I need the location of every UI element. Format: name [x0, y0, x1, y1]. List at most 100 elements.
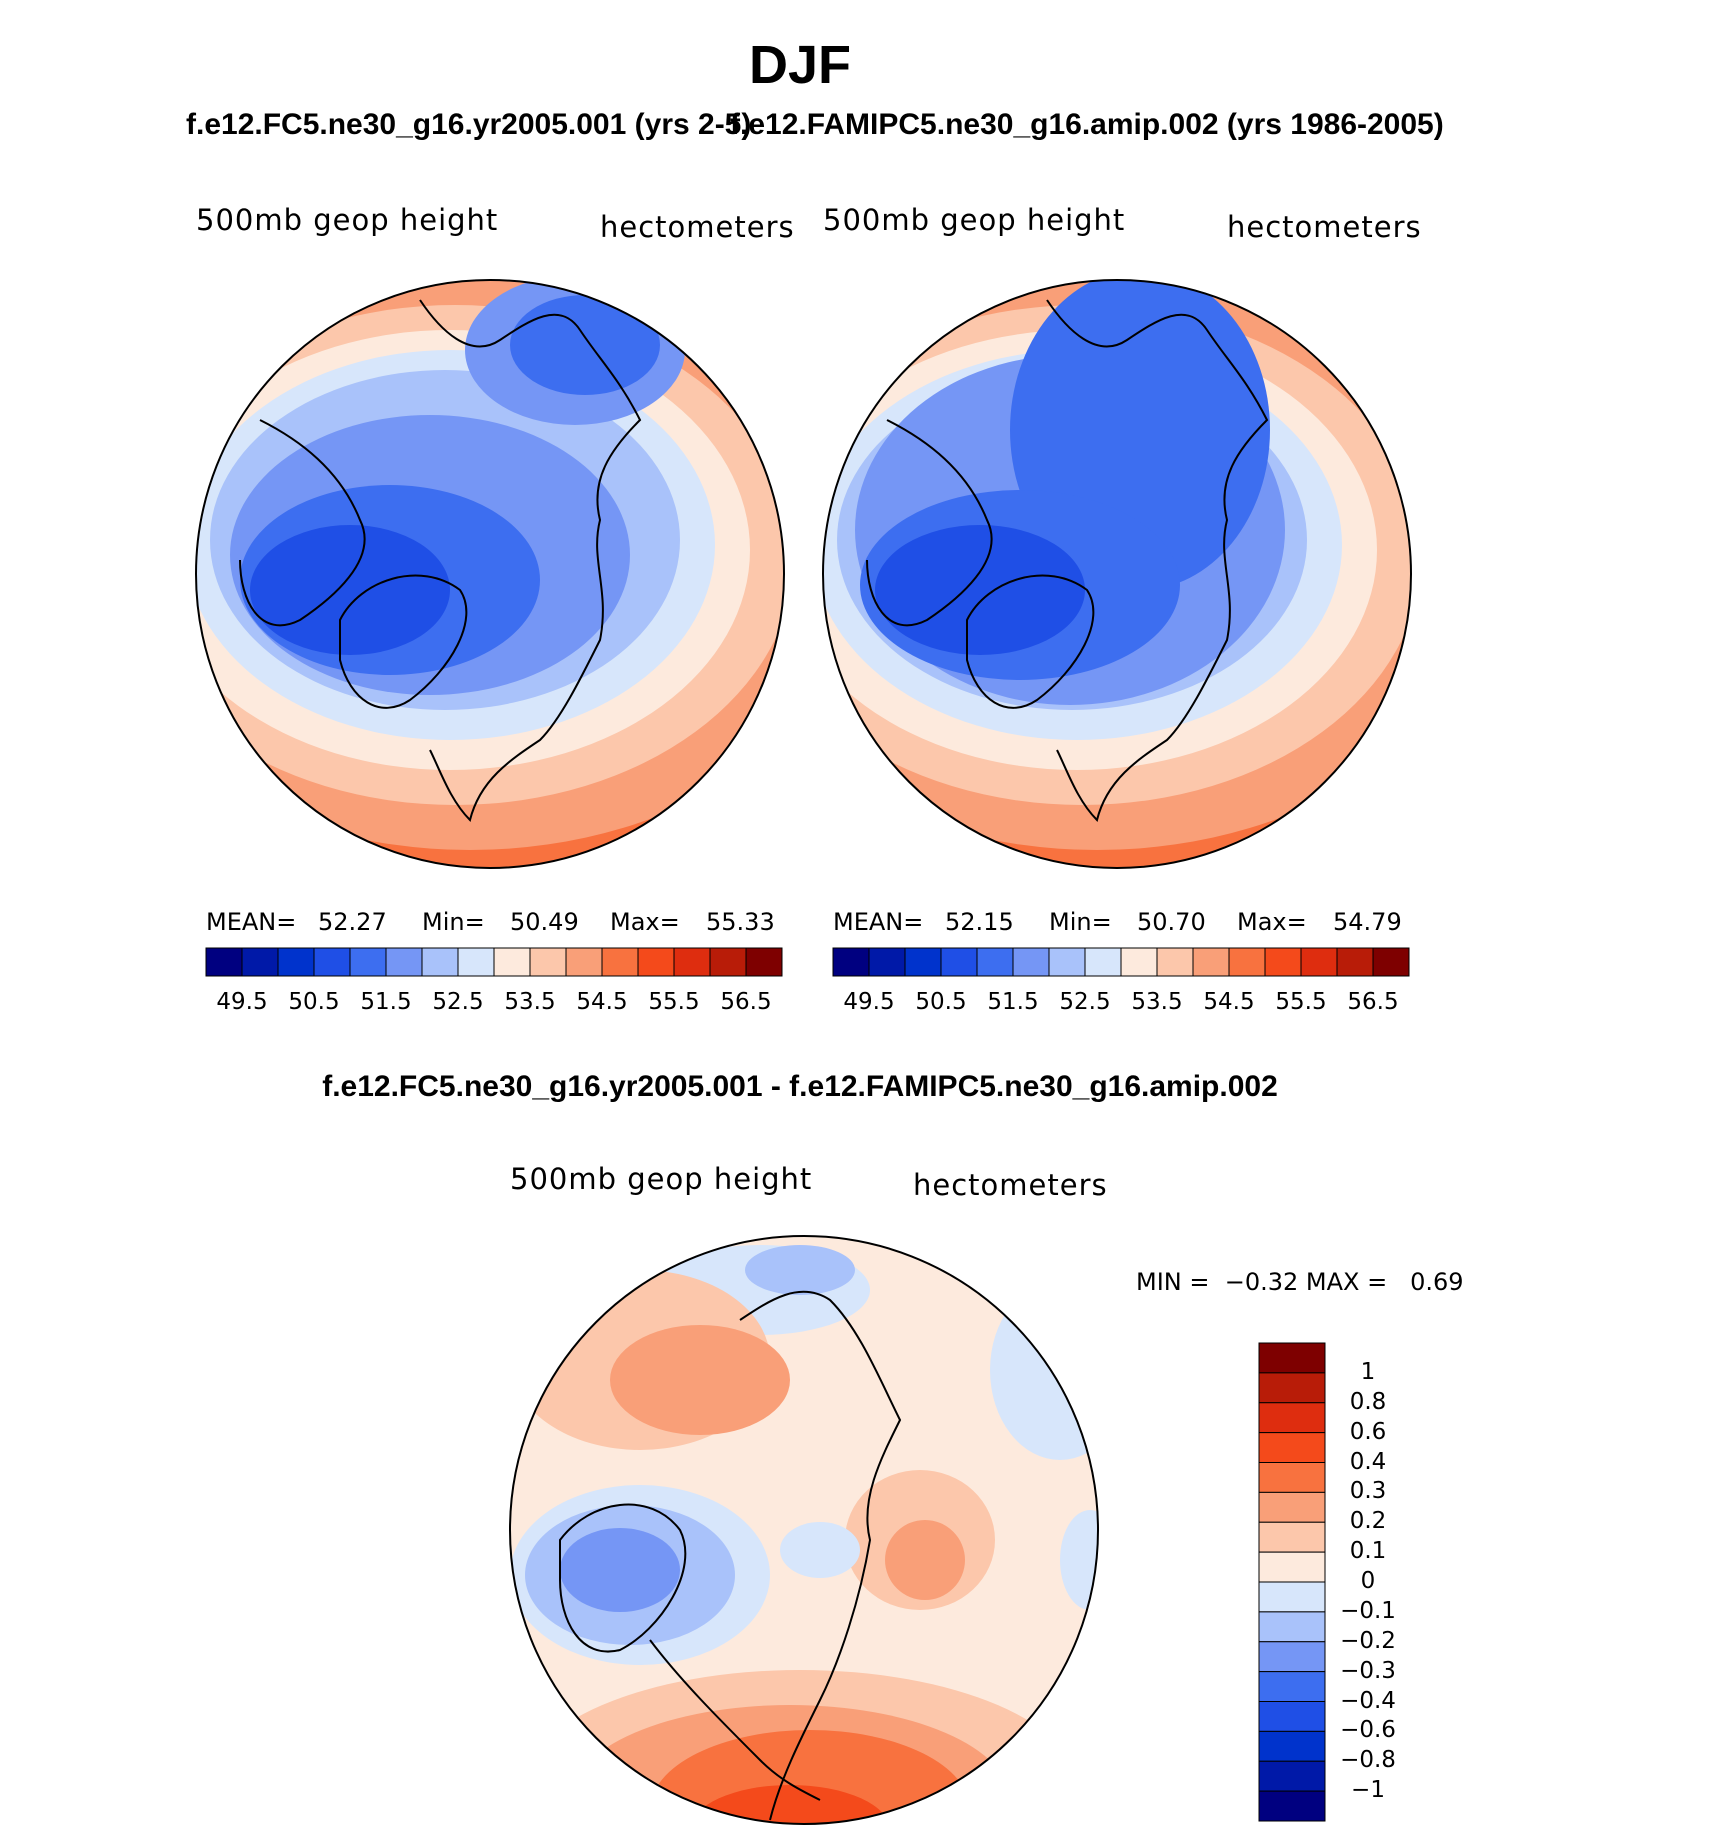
panel2-colorbar-swatch [832, 947, 870, 977]
panel2-colorbar-tick-label: 55.5 [1275, 989, 1327, 1015]
panel1-colorbar-tick-label: 50.5 [288, 989, 340, 1015]
panel3-colorbar-swatch [1258, 1462, 1326, 1493]
panel3-field [510, 1236, 1098, 1824]
panel3-colorbar-swatch [1258, 1790, 1326, 1822]
panel1-variable-label: 500mb geop height [196, 203, 499, 237]
panel3-colorbar-swatch [1258, 1551, 1326, 1583]
panel2-colorbar-tick-label: 52.5 [1059, 989, 1111, 1015]
panel1-colorbar-tick-label: 51.5 [360, 989, 412, 1015]
panel3-colorbar-tick-label: 0.6 [1349, 1418, 1387, 1445]
panel2-colorbar-swatch [976, 947, 1014, 977]
panel3-colorbar-tick-label: 1 [1360, 1358, 1376, 1385]
panel2-colorbar-swatch [1264, 947, 1302, 977]
panel2-colorbar-swatch [1120, 947, 1158, 977]
panel2-colorbar-swatch [1192, 947, 1230, 977]
panel1-colorbar-tick-label: 54.5 [576, 989, 628, 1015]
panel2-max-value: 54.79 [1333, 908, 1402, 936]
panel2-min-label: Min= [1049, 908, 1112, 936]
panel3-colorbar-tick-label: 0.1 [1349, 1538, 1387, 1565]
panel1-field [196, 280, 784, 868]
panel1-colorbar-swatch [493, 947, 531, 977]
panel2-colorbar-tick-label: 50.5 [915, 989, 967, 1015]
panel3-colorbar-tick-label: 0 [1360, 1568, 1376, 1594]
panel1-colorbar-swatch [529, 947, 567, 977]
panel3-colorbar-tick-label: 0.2 [1349, 1508, 1387, 1535]
panel3-colorbar-swatch [1258, 1402, 1326, 1434]
panel2-colorbar [832, 947, 1410, 977]
panel1-colorbar-swatch [601, 947, 639, 977]
panel1-mean-value: 52.27 [318, 908, 387, 936]
panel3-colorbar-tick-label: −0.4 [1340, 1687, 1396, 1714]
panel3-colorbar-tick-label: −1 [1351, 1777, 1385, 1804]
panel1-colorbar-swatch [313, 947, 351, 977]
panel3-colorbar-tick-label: −0.8 [1340, 1747, 1396, 1774]
panel2-colorbar-tick-label: 51.5 [987, 989, 1039, 1015]
panel1-colorbar-swatch [277, 947, 315, 977]
panel3-colorbar-swatch [1258, 1701, 1326, 1732]
panel1-colorbar-swatch [709, 947, 747, 977]
coastlines [239, 299, 1269, 1821]
panel1-colorbar-swatch [205, 947, 243, 977]
panel3-colorbar-tick-label: 0.3 [1349, 1478, 1387, 1505]
panel1-colorbar-swatch [457, 947, 495, 977]
panel3-units-label: hectometers [913, 1168, 1108, 1202]
panel3-colorbar-tick-label: −0.6 [1340, 1717, 1396, 1744]
panel2-max-label: Max= [1237, 908, 1307, 936]
panel1-mean-label: MEAN= [206, 908, 297, 936]
panel1-colorbar [205, 947, 783, 977]
panel2-min-value: 50.70 [1137, 908, 1206, 936]
panel2-colorbar-tick-label: 49.5 [843, 989, 895, 1015]
panel1-colorbar-swatch [745, 947, 783, 977]
panel2-colorbar-swatch [1012, 947, 1050, 977]
panel1-colorbar-swatch [421, 947, 459, 977]
panel3-colorbar-swatch [1258, 1671, 1326, 1703]
panel2-variable-label: 500mb geop height [823, 203, 1126, 237]
panel1-colorbar-tick-label: 56.5 [720, 989, 772, 1015]
panel2-field [823, 280, 1411, 868]
panel2-colorbar-swatch [1048, 947, 1086, 977]
panel2-units-label: hectometers [1227, 210, 1422, 244]
panel2-mean-label: MEAN= [833, 908, 924, 936]
panel2-colorbar-swatch [940, 947, 978, 977]
panel1-colorbar-swatch [241, 947, 279, 977]
panel3-colorbar [1258, 1342, 1326, 1822]
panel3-colorbar-swatch [1258, 1760, 1326, 1792]
panel1-colorbar-tick-label: 49.5 [216, 989, 268, 1015]
panel3-colorbar-tick-label: −0.2 [1340, 1627, 1396, 1654]
panel1-min-value: 50.49 [510, 908, 579, 936]
panel3-colorbar-swatch [1258, 1372, 1326, 1404]
panel1-colorbar-swatch [673, 947, 711, 977]
panel2-colorbar-tick-label: 53.5 [1131, 989, 1183, 1015]
panel3-colorbar-tick-label: 0.8 [1349, 1388, 1387, 1415]
panel2-colorbar-swatch [1228, 947, 1266, 977]
panel3-colorbar-swatch [1258, 1641, 1326, 1673]
panel3-minmax-stats: MIN = −0.32 MAX = 0.69 [1136, 1268, 1464, 1296]
panel3-colorbar-swatch [1258, 1432, 1326, 1464]
panel3-colorbar-swatch [1258, 1521, 1326, 1553]
panel1-colorbar-swatch [565, 947, 603, 977]
diff-title: f.e12.FC5.ne30_g16.yr2005.001 - f.e12.FA… [322, 1070, 1278, 1103]
panel1-max-label: Max= [610, 908, 680, 936]
panel1-colorbar-tick-label: 52.5 [432, 989, 484, 1015]
panel2-colorbar-swatch [904, 947, 942, 977]
panel2-colorbar-swatch [1372, 947, 1410, 977]
panel1-colorbar-swatch [637, 947, 675, 977]
panel3-colorbar-swatch [1258, 1581, 1326, 1613]
panel1-units-label: hectometers [600, 210, 795, 244]
panel2-colorbar-swatch [1336, 947, 1374, 977]
panel2-colorbar-swatch [868, 947, 906, 977]
panel2-colorbar-tick-label: 54.5 [1203, 989, 1255, 1015]
panel2-colorbar-swatch [1300, 947, 1338, 977]
panel1-colorbar-tick-label: 55.5 [648, 989, 700, 1015]
panel2-mean-value: 52.15 [945, 908, 1014, 936]
panel3-colorbar-swatch [1258, 1491, 1326, 1523]
panel3-colorbar-swatch [1258, 1730, 1326, 1762]
case1-title: f.e12.FC5.ne30_g16.yr2005.001 (yrs 2-5) [186, 108, 752, 141]
panel3-colorbar-tick-label: 0.4 [1349, 1448, 1387, 1475]
panel3-colorbar-tick-label: −0.1 [1340, 1597, 1396, 1624]
panel1-colorbar-swatch [349, 947, 387, 977]
panel1-colorbar-swatch [385, 947, 423, 977]
panel2-colorbar-swatch [1084, 947, 1122, 977]
case2-title: f.e12.FAMIPC5.ne30_g16.amip.002 (yrs 198… [730, 108, 1444, 141]
panel1-min-label: Min= [422, 908, 485, 936]
